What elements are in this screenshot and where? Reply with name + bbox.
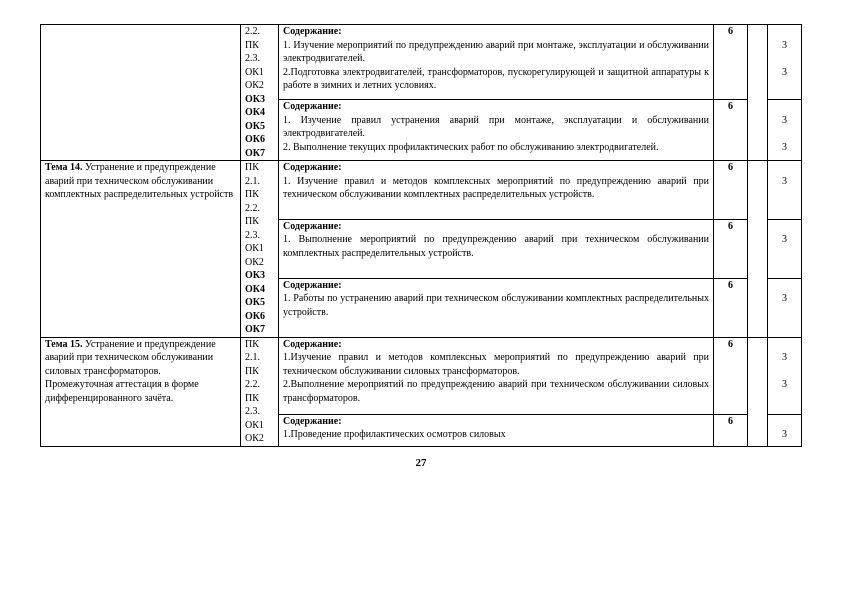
- code: ОК7: [245, 323, 274, 337]
- level-cell: 3 3: [768, 25, 802, 100]
- table-row: 2.2. ПК 2.3. ОК1 ОК2 ОК3 ОК4 ОК5 ОК6 ОК7…: [41, 25, 802, 100]
- level-cell: 3: [768, 278, 802, 337]
- level-cell: 3 3: [768, 100, 802, 161]
- document-page: 2.2. ПК 2.3. ОК1 ОК2 ОК3 ОК4 ОК5 ОК6 ОК7…: [0, 0, 842, 469]
- hours-cell: 6: [714, 25, 748, 100]
- code: ОК3: [245, 269, 274, 283]
- content-cell: Содержание: 1. Выполнение мероприятий по…: [279, 219, 714, 278]
- hours-cell: 6: [714, 161, 748, 220]
- content-line: 1. Изучение правил устранения аварий при…: [283, 115, 709, 140]
- content-cell: Содержание: 1. Изучение правил и методов…: [279, 161, 714, 220]
- content-line: 1. Изучение правил и методов комплексных…: [283, 176, 709, 201]
- code: ОК3: [245, 93, 274, 107]
- code: ОК1: [245, 242, 274, 256]
- level-value: 3: [782, 142, 787, 153]
- content-heading: Содержание:: [283, 339, 342, 350]
- table-row: Тема 14. Устранение и предупреждение ава…: [41, 161, 802, 220]
- blank-cell: [748, 25, 768, 161]
- blank-cell: [748, 337, 768, 446]
- level-value: 3: [782, 429, 787, 440]
- code: 2.1.: [245, 351, 274, 365]
- code: ОК5: [245, 120, 274, 134]
- level-value: 3: [782, 115, 787, 126]
- code: 2.3.: [245, 52, 274, 66]
- code: 2.2.: [245, 202, 274, 216]
- content-line: 1. Изучение мероприятий по предупреждени…: [283, 40, 709, 65]
- code: ОК4: [245, 106, 274, 120]
- content-heading: Содержание:: [283, 280, 342, 291]
- level-value: 3: [782, 293, 787, 304]
- content-heading: Содержание:: [283, 416, 342, 427]
- content-heading: Содержание:: [283, 101, 342, 112]
- level-cell: 3 3: [768, 337, 802, 414]
- content-cell: Содержание: 1. Изучение правил устранени…: [279, 100, 714, 161]
- code: 2.3.: [245, 405, 274, 419]
- code: 2.1.: [245, 175, 274, 189]
- code: ОК6: [245, 133, 274, 147]
- curriculum-table: 2.2. ПК 2.3. ОК1 ОК2 ОК3 ОК4 ОК5 ОК6 ОК7…: [40, 24, 802, 447]
- content-line: 1.Изучение правил и методов комплексных …: [283, 352, 709, 377]
- content-line: 2.Подготовка электродвигателей, трансфор…: [283, 67, 709, 92]
- content-cell: Содержание: 1. Работы по устранению авар…: [279, 278, 714, 337]
- code: ПК: [245, 215, 274, 229]
- code: ОК6: [245, 310, 274, 324]
- code: 2.3.: [245, 229, 274, 243]
- codes-cell: 2.2. ПК 2.3. ОК1 ОК2 ОК3 ОК4 ОК5 ОК6 ОК7: [241, 25, 279, 161]
- content-line: 1.Проведение профилактических осмотров с…: [283, 429, 506, 440]
- content-line: 2. Выполнение текущих профилактических р…: [283, 142, 659, 153]
- content-cell: Содержание: 1.Изучение правил и методов …: [279, 337, 714, 414]
- content-heading: Содержание:: [283, 221, 342, 232]
- code: ОК2: [245, 256, 274, 270]
- code: ОК4: [245, 283, 274, 297]
- code: ОК2: [245, 79, 274, 93]
- content-line: 1. Выполнение мероприятий по предупрежде…: [283, 234, 709, 259]
- code: ОК7: [245, 147, 274, 161]
- code: ОК1: [245, 419, 274, 433]
- code: ПК: [245, 161, 274, 175]
- code: 2.2.: [245, 25, 274, 39]
- level-value: 3: [782, 40, 787, 51]
- hours-cell: 6: [714, 337, 748, 414]
- level-cell: 3: [768, 161, 802, 220]
- code: ОК5: [245, 296, 274, 310]
- code: 2.2.: [245, 378, 274, 392]
- content-cell: Содержание: 1.Проведение профилактически…: [279, 414, 714, 446]
- level-value: 3: [782, 234, 787, 245]
- topic-subtitle: Промежуточная аттестация в форме диффере…: [45, 379, 199, 404]
- topic-cell-empty: [41, 25, 241, 161]
- page-number: 27: [40, 457, 802, 469]
- level-value: 3: [782, 176, 787, 187]
- content-line: 2.Выполнение мероприятий по предупрежден…: [283, 379, 709, 404]
- code: ПК: [245, 392, 274, 406]
- codes-cell: ПК 2.1. ПК 2.2. ПК 2.3. ОК1 ОК2 ОК3 ОК4 …: [241, 161, 279, 338]
- hours-cell: 6: [714, 278, 748, 337]
- code: ОК2: [245, 432, 274, 446]
- level-cell: 3: [768, 219, 802, 278]
- hours-cell: 6: [714, 219, 748, 278]
- content-heading: Содержание:: [283, 162, 342, 173]
- code: ПК: [245, 365, 274, 379]
- topic-cell: Тема 15. Устранение и предупреждение ава…: [41, 337, 241, 446]
- code: ПК: [245, 188, 274, 202]
- content-cell: Содержание: 1. Изучение мероприятий по п…: [279, 25, 714, 100]
- blank-cell: [748, 161, 768, 338]
- topic-number: Тема 15.: [45, 339, 82, 350]
- topic-number: Тема 14.: [45, 162, 82, 173]
- level-cell: 3: [768, 414, 802, 446]
- codes-cell: ПК 2.1. ПК 2.2. ПК 2.3. ОК1 ОК2: [241, 337, 279, 446]
- table-row: Тема 15. Устранение и предупреждение ава…: [41, 337, 802, 414]
- content-heading: Содержание:: [283, 26, 342, 37]
- content-line: 1. Работы по устранению аварий при техни…: [283, 293, 709, 318]
- level-value: 3: [782, 67, 787, 78]
- topic-cell: Тема 14. Устранение и предупреждение ава…: [41, 161, 241, 338]
- code: ПК: [245, 338, 274, 352]
- level-value: 3: [782, 352, 787, 363]
- code: ПК: [245, 39, 274, 53]
- code: ОК1: [245, 66, 274, 80]
- level-value: 3: [782, 379, 787, 390]
- hours-cell: 6: [714, 100, 748, 161]
- hours-cell: 6: [714, 414, 748, 446]
